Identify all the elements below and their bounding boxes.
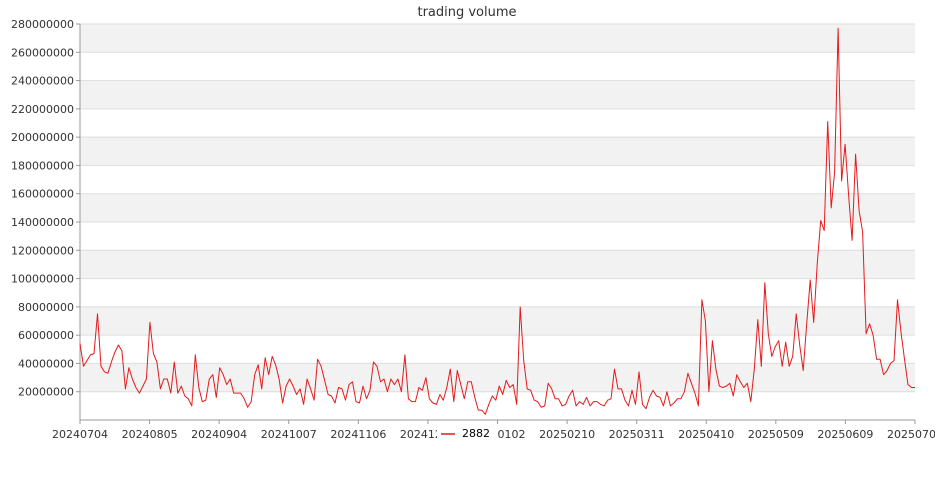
y-tick-label: 200000000 [11, 131, 74, 144]
series-line-2882 [79, 27, 915, 415]
y-tick-label: 240000000 [11, 75, 74, 88]
x-tick-label: 20240904 [191, 428, 247, 441]
grid-band [80, 24, 915, 53]
grid-band [80, 250, 915, 279]
grid-band [80, 363, 915, 392]
grid-bands [80, 24, 915, 392]
y-axis-ticks: 20000000 40000000 60000000 80000000 10000000… [11, 18, 80, 399]
legend: 2882 [437, 425, 497, 441]
x-tick-label: 20240805 [122, 428, 178, 441]
y-tick-label: 80000000 [18, 301, 74, 314]
x-tick-label: 20250609 [817, 428, 873, 441]
grid-band [80, 193, 915, 222]
legend-background [437, 425, 497, 441]
legend-label: 2882 [462, 427, 490, 440]
y-tick-label: 260000000 [11, 46, 74, 59]
gridlines [80, 23, 915, 393]
x-tick-label: 20250311 [609, 428, 665, 441]
grid-band [80, 137, 915, 166]
x-tick-label: 20250210 [539, 428, 595, 441]
x-tick-label: 20250509 [748, 428, 804, 441]
y-tick-label: 20000000 [18, 386, 74, 399]
y-tick-label: 180000000 [11, 159, 74, 172]
grid-band [80, 80, 915, 109]
y-tick-label: 140000000 [11, 216, 74, 229]
x-tick-label: 20241106 [330, 428, 386, 441]
y-tick-label: 220000000 [11, 103, 74, 116]
y-tick-label: 120000000 [11, 244, 74, 257]
y-tick-label: 40000000 [18, 357, 74, 370]
x-tick-label: 20250410 [678, 428, 734, 441]
y-tick-label: 280000000 [11, 18, 74, 31]
x-tick-label: 20240704 [52, 428, 108, 441]
y-tick-label: 60000000 [18, 329, 74, 342]
chart-title: trading volume [417, 5, 516, 20]
series-lines [79, 27, 915, 415]
grid-band [80, 306, 915, 336]
x-tick-label: 20241007 [261, 428, 317, 441]
y-tick-label: 100000000 [11, 273, 74, 286]
y-tick-label: 160000000 [11, 188, 74, 201]
x-tick-label: 20250704 [887, 428, 935, 441]
